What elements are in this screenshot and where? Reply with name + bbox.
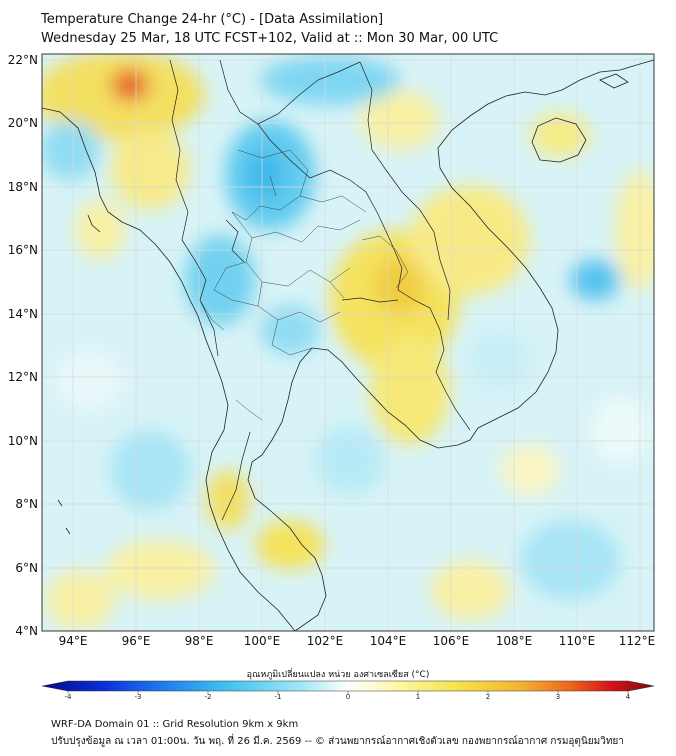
colorbar: -4 -3 -2 -1 0 1 2 3 4 xyxy=(41,680,655,700)
plot-frame xyxy=(41,53,655,632)
lon-label: 94°E xyxy=(59,634,88,648)
colorbar-tick: 4 xyxy=(626,693,631,700)
country-borders xyxy=(169,59,471,521)
lon-label: 112°E xyxy=(619,634,656,648)
lat-label: 12°N xyxy=(8,370,38,384)
map-figure: 22°N 20°N 18°N 16°N 14°N 12°N 10°N 8°N 6… xyxy=(8,53,656,700)
lat-label: 18°N xyxy=(8,180,38,194)
lat-label: 22°N xyxy=(8,53,38,67)
colorbar-ramp xyxy=(41,680,655,692)
lon-label: 110°E xyxy=(559,634,596,648)
map-subtitle: Wednesday 25 Mar, 18 UTC FCST+102, Valid… xyxy=(41,31,499,46)
lat-label: 20°N xyxy=(8,116,38,130)
footer-model-info: WRF-DA Domain 01 :: Grid Resolution 9km … xyxy=(51,719,299,730)
colorbar-tick: -4 xyxy=(65,693,73,700)
lon-label: 104°E xyxy=(370,634,407,648)
lat-label: 14°N xyxy=(8,307,38,321)
coastlines xyxy=(42,59,654,631)
lat-label: 6°N xyxy=(15,561,38,575)
lat-label: 4°N xyxy=(15,624,38,638)
lat-label: 16°N xyxy=(8,243,38,257)
colorbar-title: อุณหภูมิเปลี่ยนแปลง หน่วย องศาเซลเซียส (… xyxy=(246,670,430,680)
province-lines xyxy=(199,149,409,421)
lon-label: 102°E xyxy=(307,634,344,648)
lon-label: 96°E xyxy=(122,634,151,648)
colorbar-tick: -1 xyxy=(275,693,282,700)
lon-axis: 94°E 96°E 98°E 100°E 102°E 104°E 106°E 1… xyxy=(59,634,656,648)
lon-label: 98°E xyxy=(185,634,214,648)
colorbar-tick: 2 xyxy=(486,693,490,700)
temperature-field xyxy=(42,54,654,631)
colorbar-tick: 3 xyxy=(556,693,560,700)
map-title: Temperature Change 24-hr (°C) - [Data As… xyxy=(41,12,384,27)
lat-label: 10°N xyxy=(8,434,38,448)
graticule xyxy=(42,54,654,631)
lat-label: 8°N xyxy=(15,497,38,511)
colorbar-tick: -3 xyxy=(135,693,142,700)
lon-label: 106°E xyxy=(433,634,470,648)
lat-axis: 22°N 20°N 18°N 16°N 14°N 12°N 10°N 8°N 6… xyxy=(8,53,38,638)
footer-credit: ปรับปรุงข้อมูล ณ เวลา 01:00น. วัน พฤ. ที… xyxy=(51,736,624,747)
colorbar-tick: 1 xyxy=(416,693,420,700)
lon-label: 100°E xyxy=(244,634,281,648)
colorbar-tick: 0 xyxy=(346,693,350,700)
lon-label: 108°E xyxy=(496,634,533,648)
colorbar-tick: -2 xyxy=(205,693,212,700)
